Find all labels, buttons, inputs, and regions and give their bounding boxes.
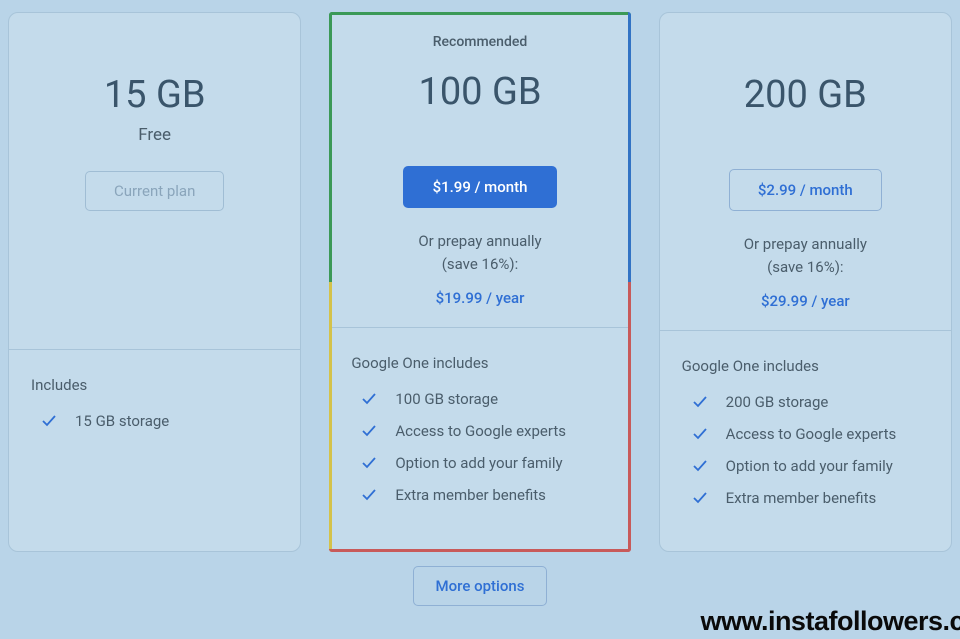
- feature-text: 100 GB storage: [395, 390, 498, 408]
- check-icon: [692, 394, 708, 410]
- plan-size: 15 GB: [29, 73, 280, 117]
- feature-list: 100 GB storage Access to Google experts …: [351, 390, 608, 504]
- plan-size: 100 GB: [349, 70, 610, 114]
- includes-title: Google One includes: [351, 354, 608, 372]
- plan-header: 200 GB $2.99 / month Or prepay annually …: [660, 13, 951, 330]
- feature-text: 15 GB storage: [75, 412, 169, 430]
- check-icon: [361, 423, 377, 439]
- plan-header: 15 GB Free Current plan: [9, 13, 300, 231]
- feature-item: 100 GB storage: [351, 390, 608, 408]
- prepay-line1: Or prepay annually: [418, 232, 541, 250]
- plan-size: 200 GB: [680, 73, 931, 117]
- feature-text: Option to add your family: [726, 457, 893, 475]
- prepay-text: Or prepay annually (save 16%):: [680, 233, 931, 278]
- includes-title: Google One includes: [682, 357, 929, 375]
- plan-header: Recommended 100 GB $1.99 / month Or prep…: [329, 12, 630, 327]
- feature-text: Extra member benefits: [395, 486, 546, 504]
- plan-card-recommended: Recommended 100 GB $1.99 / month Or prep…: [329, 12, 630, 552]
- recommended-badge: Recommended: [349, 34, 610, 50]
- annual-price[interactable]: $19.99 / year: [349, 289, 610, 307]
- check-icon: [41, 413, 57, 429]
- pricing-plans-container: 15 GB Free Current plan Includes 15 GB s…: [0, 0, 960, 552]
- feature-item: Option to add your family: [351, 454, 608, 472]
- plan-card-free: 15 GB Free Current plan Includes 15 GB s…: [8, 12, 301, 552]
- includes-title: Includes: [31, 376, 278, 394]
- check-icon: [692, 490, 708, 506]
- feature-text: Access to Google experts: [726, 425, 897, 443]
- current-plan-button: Current plan: [85, 171, 224, 211]
- prepay-line1: Or prepay annually: [744, 235, 867, 253]
- plan-subtitle: Free: [29, 125, 280, 145]
- prepay-text: Or prepay annually (save 16%):: [349, 230, 610, 275]
- plan-card-200gb: 200 GB $2.99 / month Or prepay annually …: [659, 12, 952, 552]
- feature-item: Extra member benefits: [682, 489, 929, 507]
- plan-includes-section: Google One includes 100 GB storage Acces…: [329, 328, 630, 548]
- plan-includes-section: Google One includes 200 GB storage Acces…: [660, 331, 951, 551]
- feature-list: 15 GB storage: [31, 412, 278, 430]
- feature-text: Access to Google experts: [395, 422, 566, 440]
- feature-list: 200 GB storage Access to Google experts …: [682, 393, 929, 507]
- prepay-line2: (save 16%):: [767, 258, 843, 276]
- check-icon: [361, 487, 377, 503]
- check-icon: [692, 458, 708, 474]
- more-options-container: More options: [0, 566, 960, 606]
- feature-text: 200 GB storage: [726, 393, 829, 411]
- watermark-text: www.instafollowers.co: [700, 606, 960, 637]
- check-icon: [361, 455, 377, 471]
- plan-includes-section: Includes 15 GB storage: [9, 350, 300, 474]
- feature-item: 15 GB storage: [31, 412, 278, 430]
- prepay-line2: (save 16%):: [442, 255, 518, 273]
- feature-item: Access to Google experts: [351, 422, 608, 440]
- feature-item: Extra member benefits: [351, 486, 608, 504]
- feature-item: Option to add your family: [682, 457, 929, 475]
- select-plan-button[interactable]: $1.99 / month: [403, 166, 558, 208]
- feature-item: Access to Google experts: [682, 425, 929, 443]
- select-plan-button[interactable]: $2.99 / month: [729, 169, 882, 211]
- feature-text: Option to add your family: [395, 454, 562, 472]
- more-options-button[interactable]: More options: [413, 566, 548, 606]
- feature-item: 200 GB storage: [682, 393, 929, 411]
- check-icon: [361, 391, 377, 407]
- annual-price[interactable]: $29.99 / year: [680, 292, 931, 310]
- feature-text: Extra member benefits: [726, 489, 877, 507]
- check-icon: [692, 426, 708, 442]
